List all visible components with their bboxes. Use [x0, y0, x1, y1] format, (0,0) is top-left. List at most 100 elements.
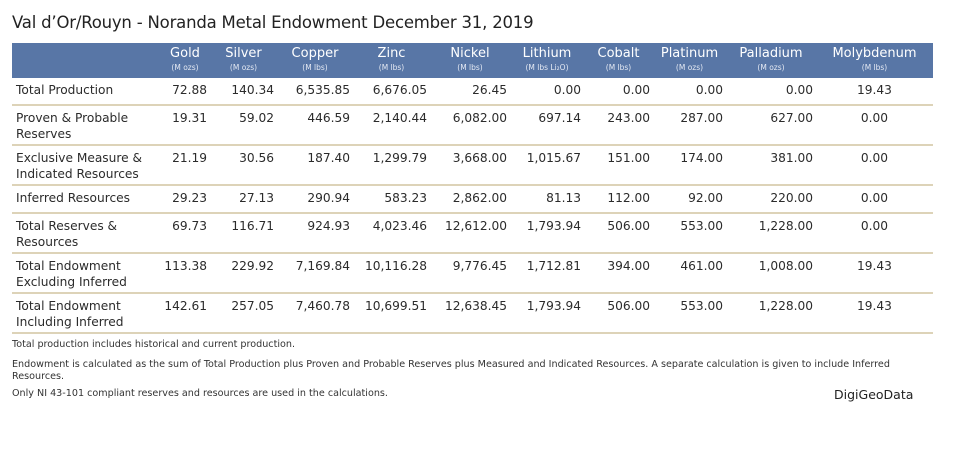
cell-nickel: 12,638.45: [444, 299, 507, 313]
table-header: Gold (M ozs) Silver (M ozs) Copper (M lbs) Zin…: [12, 43, 933, 78]
cell-cobalt: 394.00: [607, 259, 650, 273]
cell-molybdenum: 19.43: [857, 83, 892, 97]
cell-silver: 59.02: [239, 111, 274, 125]
cell-lithium: 81.13: [546, 191, 581, 205]
cell-silver: 229.92: [231, 259, 274, 273]
note-compliance: Only NI 43-101 compliant reserves and re…: [12, 388, 388, 399]
column-header-zinc: Zinc (M lbs): [353, 43, 430, 78]
note-endowment: Endowment is calculated as the sum of To…: [12, 359, 890, 382]
cell-molybdenum: 0.00: [860, 219, 889, 233]
row-label: Proven & Probable Reserves: [16, 111, 129, 141]
cell-platinum: 287.00: [680, 111, 723, 125]
row-label: Inferred Resources: [16, 191, 130, 205]
column-name: Nickel: [450, 45, 490, 61]
row-label: Total Reserves & Resources: [16, 219, 118, 249]
cell-copper: 7,169.84: [295, 259, 350, 273]
column-unit: (M ozs): [171, 62, 199, 72]
cell-copper: 187.40: [307, 151, 350, 165]
table-row: Total Production 72.88 140.34 6,535.85 6,676…: [12, 78, 933, 105]
column-header-nickel: Nickel (M lbs): [430, 43, 510, 78]
column-header-copper: Copper (M lbs): [277, 43, 353, 78]
cell-copper: 446.59: [307, 111, 350, 125]
cell-lithium: 1,793.94: [526, 299, 581, 313]
column-header-gold: Gold (M ozs): [160, 43, 210, 78]
cell-copper: 7,460.78: [295, 299, 350, 313]
column-name: Gold: [170, 45, 200, 61]
cell-cobalt: 243.00: [607, 111, 650, 125]
cell-silver: 140.34: [231, 83, 274, 97]
cell-cobalt: 0.00: [622, 83, 650, 97]
cell-platinum: 461.00: [680, 259, 723, 273]
cell-nickel: 2,862.00: [452, 191, 507, 205]
cell-molybdenum: 19.43: [857, 299, 892, 313]
column-header-molybdenum: Molybdenum (M lbs): [816, 43, 933, 78]
cell-nickel: 26.45: [472, 83, 507, 97]
column-name: Copper: [291, 45, 339, 61]
cell-molybdenum: 0.00: [860, 191, 889, 205]
brand-logo-text: DigiGeoData: [834, 387, 914, 402]
column-unit: (M lbs): [605, 62, 632, 72]
column-name: Cobalt: [597, 45, 640, 61]
cell-palladium: 627.00: [770, 111, 813, 125]
cell-palladium: 220.00: [770, 191, 813, 205]
note-production: Total production includes historical and…: [12, 339, 295, 350]
column-name: Palladium: [739, 45, 803, 61]
column-name: Lithium: [522, 45, 572, 61]
cell-gold: 29.23: [172, 191, 207, 205]
header-blank: [12, 43, 160, 78]
column-header-platinum: Platinum (M ozs): [653, 43, 726, 78]
cell-cobalt: 506.00: [607, 219, 650, 233]
cell-molybdenum: 0.00: [860, 151, 889, 165]
cell-zinc: 1,299.79: [372, 151, 427, 165]
row-label: Total Production: [16, 83, 114, 97]
cell-palladium: 1,008.00: [758, 259, 813, 273]
cell-zinc: 2,140.44: [372, 111, 427, 125]
cell-zinc: 4,023.46: [372, 219, 427, 233]
cell-gold: 72.88: [172, 83, 207, 97]
cell-gold: 69.73: [172, 219, 207, 233]
column-unit: (M lbs): [378, 62, 405, 72]
cell-molybdenum: 0.00: [860, 111, 889, 125]
cell-palladium: 1,228.00: [758, 299, 813, 313]
cell-zinc: 6,676.05: [372, 83, 427, 97]
column-header-lithium: Lithium (M lbs Li₂O): [510, 43, 584, 78]
cell-copper: 924.93: [307, 219, 350, 233]
table-row: Exclusive Measure & Indicated Resources 2…: [12, 145, 933, 185]
cell-lithium: 1,712.81: [526, 259, 581, 273]
column-name: Platinum: [660, 45, 719, 61]
table-row: Total Endowment Excluding Inferred 113.38…: [12, 253, 933, 293]
cell-platinum: 174.00: [680, 151, 723, 165]
column-name: Silver: [225, 45, 262, 61]
cell-cobalt: 151.00: [607, 151, 650, 165]
cell-gold: 21.19: [172, 151, 207, 165]
table-row: Inferred Resources 29.23 27.13 290.94 583.23…: [12, 185, 933, 213]
column-unit: (M lbs): [302, 62, 328, 72]
cell-lithium: 697.14: [538, 111, 581, 125]
cell-palladium: 1,228.00: [758, 219, 813, 233]
cell-nickel: 6,082.00: [452, 111, 507, 125]
column-unit: (M lbs): [861, 62, 888, 72]
column-name: Molybdenum: [832, 45, 917, 61]
cell-zinc: 583.23: [384, 191, 427, 205]
column-name: Zinc: [377, 45, 406, 61]
cell-silver: 27.13: [239, 191, 274, 205]
cell-gold: 113.38: [164, 259, 207, 273]
column-header-palladium: Palladium (M ozs): [726, 43, 816, 78]
table-row: Total Endowment Including Inferred 142.61…: [12, 293, 933, 333]
cell-palladium: 381.00: [770, 151, 813, 165]
cell-palladium: 0.00: [785, 83, 813, 97]
row-label: Exclusive Measure & Indicated Resources: [16, 151, 143, 181]
column-unit: (M ozs): [757, 62, 785, 72]
cell-silver: 30.56: [239, 151, 274, 165]
cell-copper: 6,535.85: [295, 83, 350, 97]
page-title: Val d’Or/Rouyn - Noranda Metal Endowment…: [12, 13, 534, 32]
cell-silver: 116.71: [231, 219, 274, 233]
column-unit: (M lbs Li₂O): [525, 62, 569, 72]
cell-lithium: 0.00: [553, 83, 581, 97]
cell-platinum: 0.00: [695, 83, 723, 97]
cell-nickel: 9,776.45: [452, 259, 507, 273]
cell-gold: 142.61: [164, 299, 207, 313]
column-unit: (M ozs): [229, 62, 258, 72]
cell-platinum: 92.00: [688, 191, 723, 205]
row-label: Total Endowment Excluding Inferred: [16, 259, 127, 289]
